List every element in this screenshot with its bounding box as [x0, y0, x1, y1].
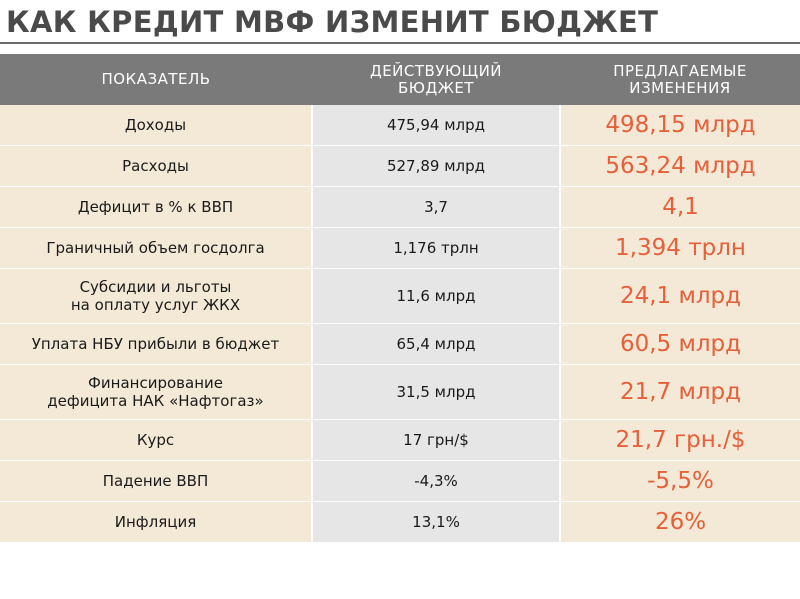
- indicator-cell: Дефицит в % к ВВП: [0, 186, 312, 228]
- table-row: Дефицит в % к ВВП 3,7 4,1: [0, 186, 800, 228]
- indicator-cell: Доходы: [0, 105, 312, 146]
- indicator-label: Уплата НБУ прибыли в бюджет: [31, 335, 280, 353]
- indicator-label: Граничный объем госдолга: [46, 239, 265, 257]
- indicator-label: Дефицит в % к ВВП: [77, 198, 234, 216]
- column-header-indicator-label: ПОКАЗАТЕЛЬ: [101, 70, 211, 88]
- indicator-cell: Инфляция: [0, 501, 312, 543]
- indicator-label-line2: дефицита НАК «Нафтогаз»: [47, 392, 264, 410]
- proposed-value-cell: 1,394 трлн: [560, 227, 800, 269]
- column-header-proposed-line1: ПРЕДЛАГАЕМЫЕ: [613, 61, 747, 80]
- indicator-cell: Падение ВВП: [0, 460, 312, 502]
- indicator-label: Курс: [136, 431, 175, 449]
- table-row: Инфляция 13,1% 26%: [0, 501, 800, 543]
- current-value-cell: 1,176 трлн: [311, 227, 561, 269]
- column-header-current-line1: ДЕЙСТВУЮЩИЙ: [369, 61, 503, 80]
- proposed-value-cell: 26%: [560, 501, 800, 543]
- table-row: Расходы 527,89 млрд 563,24 млрд: [0, 145, 800, 187]
- proposed-value-cell: 60,5 млрд: [560, 323, 800, 365]
- table-row: Курс 17 грн/$ 21,7 грн./$: [0, 419, 800, 461]
- proposed-value-cell: 21,7 млрд: [560, 364, 800, 420]
- proposed-value-cell: -5,5%: [560, 460, 800, 502]
- indicator-label: Падение ВВП: [102, 472, 209, 490]
- table-row: Субсидии и льготы на оплату услуг ЖКХ 11…: [0, 268, 800, 324]
- proposed-value-cell: 563,24 млрд: [560, 145, 800, 187]
- proposed-value-cell: 498,15 млрд: [560, 105, 800, 146]
- current-value-cell: 17 грн/$: [311, 419, 561, 461]
- indicator-label-line1: Субсидии и льготы: [79, 278, 232, 296]
- proposed-value-cell: 21,7 грн./$: [560, 419, 800, 461]
- indicator-cell: Уплата НБУ прибыли в бюджет: [0, 323, 312, 365]
- column-header-proposed-line2: ИЗМЕНЕНИЯ: [629, 78, 731, 97]
- table-row: Уплата НБУ прибыли в бюджет 65,4 млрд 60…: [0, 323, 800, 365]
- indicator-cell: Финансирование дефицита НАК «Нафтогаз»: [0, 364, 312, 420]
- indicator-cell: Граничный объем госдолга: [0, 227, 312, 269]
- indicator-label: Доходы: [124, 116, 187, 134]
- column-header-indicator: ПОКАЗАТЕЛЬ: [0, 54, 312, 105]
- current-value-cell: 65,4 млрд: [311, 323, 561, 365]
- column-header-current: ДЕЙСТВУЮЩИЙ БЮДЖЕТ: [312, 54, 560, 105]
- page-title: КАК КРЕДИТ МВФ ИЗМЕНИТ БЮДЖЕТ: [6, 5, 659, 39]
- proposed-value-cell: 4,1: [560, 186, 800, 228]
- budget-table: ПОКАЗАТЕЛЬ ДЕЙСТВУЮЩИЙ БЮДЖЕТ ПРЕДЛАГАЕМ…: [0, 54, 800, 543]
- indicator-cell: Субсидии и льготы на оплату услуг ЖКХ: [0, 268, 312, 324]
- title-divider: [0, 42, 800, 44]
- current-value-cell: 475,94 млрд: [311, 105, 561, 146]
- indicator-label-line1: Финансирование: [88, 374, 223, 392]
- current-value-cell: 3,7: [311, 186, 561, 228]
- current-value-cell: 31,5 млрд: [311, 364, 561, 420]
- current-value-cell: -4,3%: [311, 460, 561, 502]
- indicator-label: Расходы: [122, 157, 189, 175]
- table-row: Доходы 475,94 млрд 498,15 млрд: [0, 105, 800, 146]
- proposed-value-cell: 24,1 млрд: [560, 268, 800, 324]
- indicator-cell: Расходы: [0, 145, 312, 187]
- table-row: Финансирование дефицита НАК «Нафтогаз» 3…: [0, 364, 800, 420]
- column-header-proposed: ПРЕДЛАГАЕМЫЕ ИЗМЕНЕНИЯ: [560, 54, 800, 105]
- table-header-row: ПОКАЗАТЕЛЬ ДЕЙСТВУЮЩИЙ БЮДЖЕТ ПРЕДЛАГАЕМ…: [0, 54, 800, 105]
- current-value-cell: 527,89 млрд: [311, 145, 561, 187]
- column-header-current-line2: БЮДЖЕТ: [397, 78, 474, 97]
- indicator-cell: Курс: [0, 419, 312, 461]
- indicator-label: Инфляция: [114, 513, 197, 531]
- table-row: Падение ВВП -4,3% -5,5%: [0, 460, 800, 502]
- current-value-cell: 11,6 млрд: [311, 268, 561, 324]
- current-value-cell: 13,1%: [311, 501, 561, 543]
- table-row: Граничный объем госдолга 1,176 трлн 1,39…: [0, 227, 800, 269]
- indicator-label-line2: на оплату услуг ЖКХ: [70, 296, 241, 314]
